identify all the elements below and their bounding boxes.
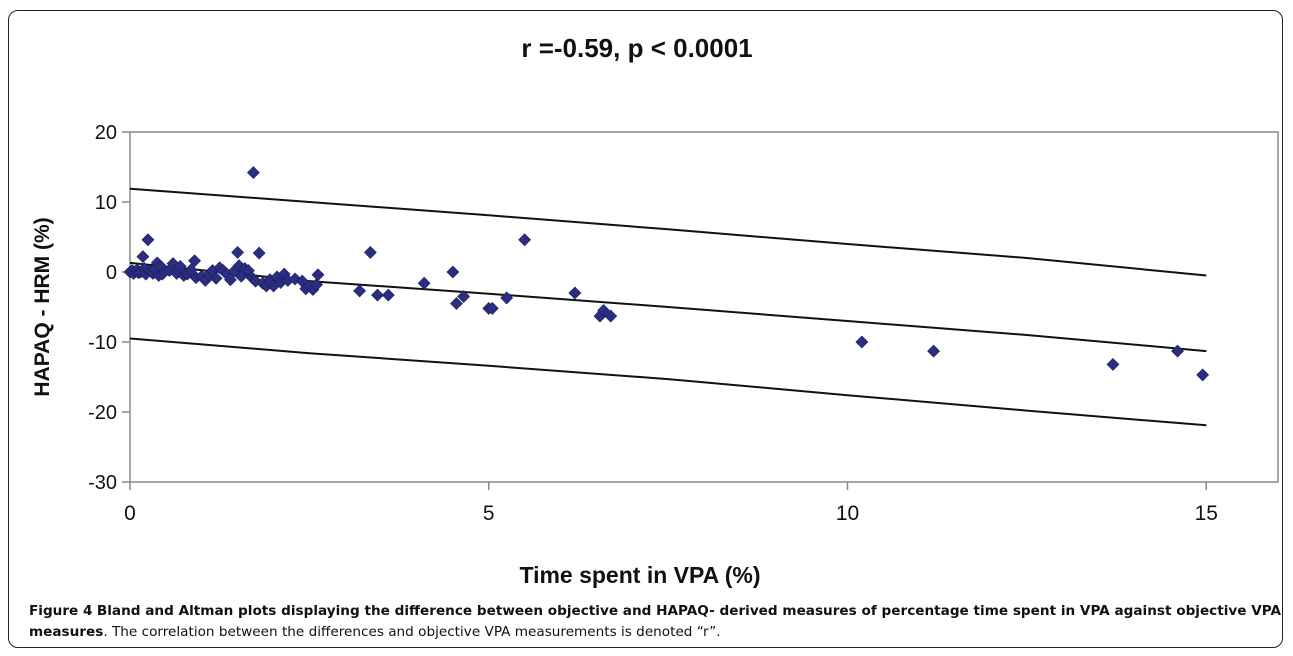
data-point-83: [1196, 368, 1210, 382]
data-point-7: [136, 250, 150, 264]
data-point-27: [188, 254, 201, 268]
y-axis-label: HAPAQ - HRM (%): [31, 217, 54, 396]
x-tick-label-2: 10: [836, 502, 859, 525]
data-points: [123, 166, 1210, 382]
data-point-66: [381, 288, 395, 302]
y-tick-label-5: -30: [88, 472, 117, 494]
caption-bold-text: Bland and Altman plots displaying the di…: [29, 603, 1282, 640]
data-point-70: [457, 290, 471, 303]
data-point-65: [371, 288, 384, 302]
data-point-77: [597, 304, 610, 317]
data-point-23: [173, 259, 187, 273]
lower-limit-line: [129, 337, 1207, 427]
data-point-73: [500, 291, 514, 305]
x-tick-label-3: 15: [1195, 502, 1218, 525]
figure-frame: r =-0.59, p < 0.0001 20 10 0 -10 -20 -30 0 5 10…: [8, 10, 1283, 648]
data-point-78: [604, 309, 618, 323]
data-point-47: [252, 246, 266, 260]
x-axis-ticks: 0 5 10 15: [124, 482, 1218, 525]
data-point-10: [141, 233, 155, 247]
y-axis-ticks: 20 10 0 -10 -20 -30: [88, 122, 130, 494]
bland-altman-chart: r =-0.59, p < 0.0001 20 10 0 -10 -20 -30 0 5 10…: [31, 33, 1279, 588]
y-tick-label-0: 20: [95, 122, 117, 144]
data-point-26: [184, 263, 198, 277]
y-tick-label-2: 0: [106, 262, 117, 284]
data-point-67: [417, 276, 431, 290]
data-point-69: [450, 297, 463, 310]
data-point-80: [927, 344, 941, 358]
upper-limit-line: [129, 187, 1207, 277]
data-point-39: [231, 245, 245, 259]
y-tick-label-1: 10: [95, 192, 117, 214]
x-axis-label: Time spent in VPA (%): [519, 562, 760, 588]
figure-caption: Figure 4 Bland and Altman plots displayi…: [29, 601, 1281, 643]
data-point-75: [568, 286, 582, 300]
plot-area: [129, 131, 1279, 483]
data-point-63: [353, 284, 367, 298]
data-point-61: [310, 278, 323, 292]
data-point-79: [855, 335, 869, 349]
caption-text: . The correlation between the difference…: [103, 624, 721, 640]
data-point-40: [232, 259, 246, 273]
y-tick-label-4: -20: [88, 402, 117, 424]
caption-label: Figure 4: [29, 603, 93, 619]
data-point-81: [1106, 357, 1120, 371]
x-tick-label-1: 5: [483, 502, 495, 525]
y-tick-label-3: -10: [88, 332, 117, 354]
data-point-68: [446, 265, 460, 279]
data-point-64: [363, 245, 377, 259]
data-point-74: [518, 233, 532, 247]
chart-title: r =-0.59, p < 0.0001: [521, 33, 752, 63]
x-tick-label-0: 0: [124, 502, 136, 525]
data-point-45: [246, 166, 260, 180]
data-point-62: [311, 268, 325, 282]
data-point-33: [209, 271, 223, 285]
data-point-72: [485, 301, 499, 315]
data-point-82: [1171, 344, 1184, 358]
